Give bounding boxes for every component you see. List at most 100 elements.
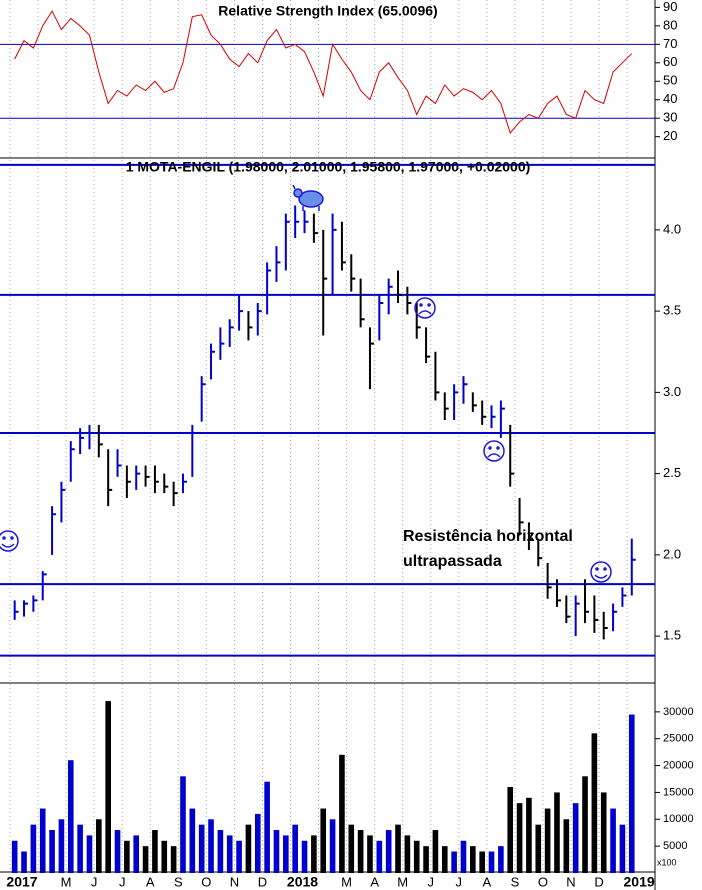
y-tick-label: 2.0 (663, 546, 681, 561)
icons (0, 184, 612, 583)
volume-bar (619, 824, 626, 873)
volume-bar (348, 824, 355, 873)
marks (0, 10, 655, 873)
volume-bar (236, 840, 242, 873)
volume-bar (460, 840, 467, 873)
volume-bar (39, 808, 46, 873)
y-tick-label: 15000 (663, 786, 694, 798)
x-tick-label: A (483, 874, 492, 889)
volume-bar (77, 824, 83, 873)
volume-bar (385, 830, 392, 873)
frown (414, 297, 436, 319)
volume-bar (49, 830, 55, 873)
x-tick-label: J (456, 874, 463, 889)
volume-bar (610, 808, 616, 873)
y-tick-label: 30000 (663, 706, 694, 718)
volume-bar (413, 840, 420, 873)
volume-bar (544, 808, 551, 873)
volume-bar (600, 792, 607, 873)
volume-bar (86, 835, 93, 873)
y-tick-label: 20000 (663, 759, 694, 771)
volume-bar (152, 830, 158, 873)
volume-unit: x100 (657, 857, 677, 867)
volume-bar (198, 824, 205, 873)
x-tick-label: 2018 (287, 874, 318, 890)
volume-bar (273, 830, 280, 873)
volume-bar (432, 830, 439, 873)
price-title: 1 MOTA-ENGIL (1.98000, 2.01000, 1.95800,… (126, 159, 531, 175)
frown (483, 440, 505, 462)
x-tick-label: A (146, 874, 155, 889)
annotation: ultrapassada (403, 553, 502, 570)
volume-bar (470, 846, 476, 873)
smiley (0, 530, 19, 552)
rsi-title: Relative Strength Index (65.0096) (218, 3, 437, 19)
volume-bar (58, 819, 65, 873)
y-tick-label: 3.0 (663, 384, 681, 399)
volume-bar (161, 840, 168, 873)
y-tick-label: 40 (663, 91, 677, 106)
volume-bar (507, 787, 514, 873)
volume-bar (591, 733, 598, 873)
volume-bar (226, 835, 233, 873)
volume-bar (357, 830, 364, 873)
x-tick-label: J (91, 874, 98, 889)
y-tick-label: 5000 (663, 840, 687, 852)
y-tick-label: 3.5 (663, 303, 681, 318)
annotation: Resistência horizontal (403, 528, 573, 545)
x-tick-label: M (341, 874, 352, 889)
x-tick-label: D (258, 874, 267, 889)
x-tick-label: N (566, 874, 575, 889)
x-tick-label: S (511, 874, 520, 889)
volume-bar (311, 835, 317, 873)
volume-bar (367, 835, 373, 873)
y-tick-label: 2.5 (663, 465, 681, 480)
volume-bar (189, 808, 196, 873)
volume-bar (283, 835, 289, 873)
volume-bar (441, 846, 448, 873)
y-tick-label: 60 (663, 54, 677, 69)
volume-bar (21, 851, 27, 873)
volume-bar (217, 830, 224, 873)
y-tick-label: 25000 (663, 733, 694, 745)
volume-bar (170, 846, 177, 873)
smiley (590, 561, 612, 583)
volume-bar (563, 819, 570, 873)
bull-icon (292, 184, 324, 211)
volume-bar (208, 819, 214, 873)
y-tick-label: 10000 (663, 813, 694, 825)
x-tick-label: D (594, 874, 603, 889)
x-tick-label: M (61, 874, 72, 889)
x-tick-label: O (201, 874, 211, 889)
volume-bar (67, 760, 74, 873)
volume-bar (582, 776, 588, 873)
x-tick-label: O (538, 874, 548, 889)
volume-bar (301, 840, 308, 873)
volume-bar (376, 840, 383, 873)
x-tick-label: 2017 (6, 874, 37, 890)
volume-bar (254, 813, 261, 873)
volume-bar (535, 824, 542, 873)
volume-bar (329, 819, 336, 873)
volume-bar (292, 824, 298, 873)
volume-bar (124, 840, 130, 873)
volume-bar (11, 840, 18, 873)
volume-bar (572, 803, 579, 873)
volume-bar (96, 819, 102, 873)
x-tick-label: J (428, 874, 435, 889)
volume-bar (488, 851, 495, 873)
x-tick-label: S (174, 874, 183, 889)
volume-bar (554, 792, 560, 873)
volume-bar (395, 824, 401, 873)
y-tick-label: 80 (663, 17, 677, 32)
y-tick-label: 4.0 (663, 221, 681, 236)
x-tick-label: J (119, 874, 126, 889)
x-tick-label: N (230, 874, 239, 889)
volume-bar (105, 701, 111, 873)
y-tick-label: 70 (663, 36, 677, 51)
y-tick-label: 30 (663, 110, 677, 125)
volume-bar (628, 714, 635, 873)
volume-bar (30, 824, 37, 873)
